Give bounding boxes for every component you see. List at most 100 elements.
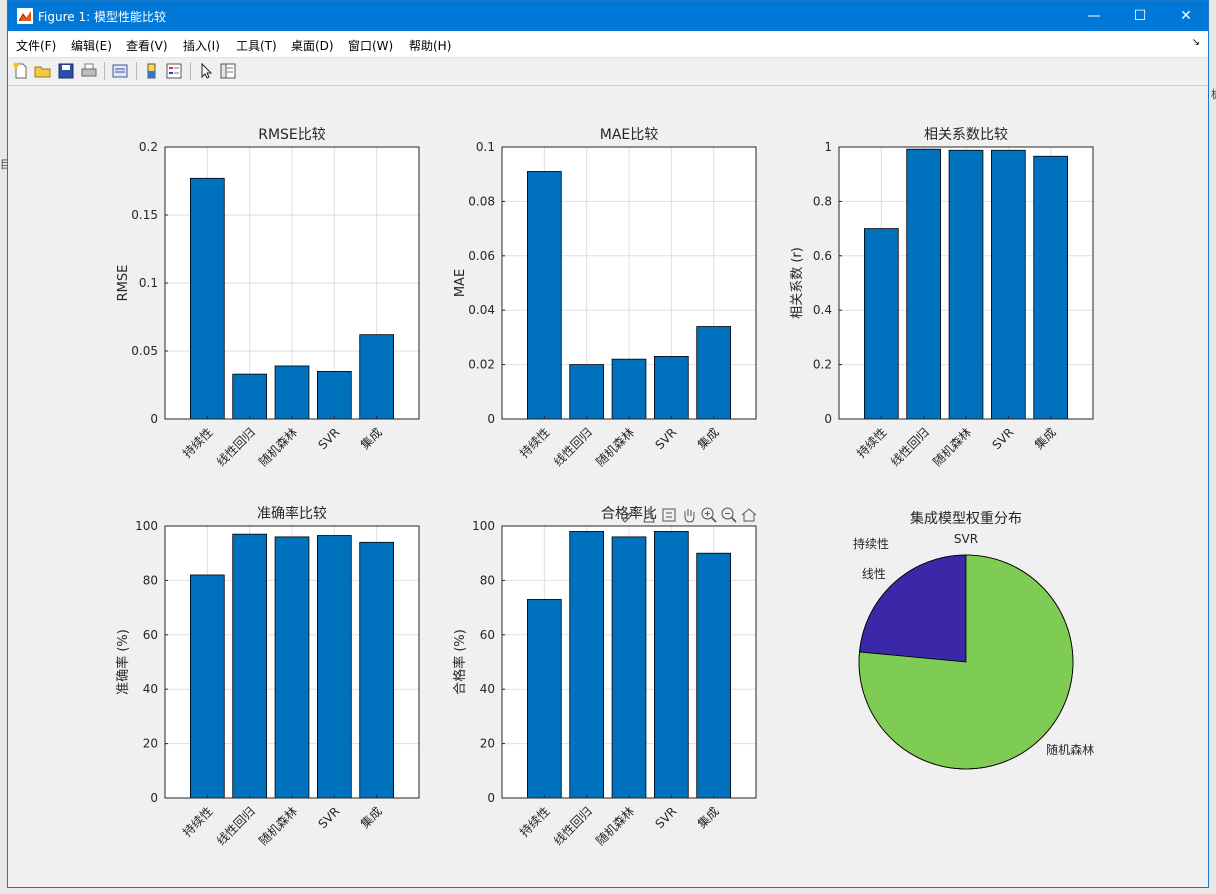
- bar-随机森林[interactable]: [948, 149, 984, 420]
- bar-持续性[interactable]: [189, 574, 225, 799]
- bar-随机森林[interactable]: [611, 358, 647, 420]
- x-tick-label: 随机森林: [256, 425, 301, 470]
- x-tick-label: SVR: [989, 425, 1016, 452]
- bar-SVR[interactable]: [991, 149, 1026, 420]
- figure-toolbar: [8, 58, 1208, 86]
- data-tips-icon[interactable]: [640, 506, 658, 524]
- menu-insert[interactable]: 插入(I): [183, 39, 220, 53]
- bar-线性回归[interactable]: [232, 373, 268, 420]
- bar-SVR[interactable]: [654, 356, 689, 420]
- bar-持续性[interactable]: [527, 599, 562, 799]
- chart-title: MAE比较: [600, 127, 659, 143]
- chart-title: 相关系数比较: [924, 127, 1008, 143]
- legend-icon[interactable]: [164, 61, 184, 81]
- pie-label: 随机森林: [1046, 742, 1094, 757]
- x-tick-label: 线性回归: [214, 425, 258, 469]
- print-icon[interactable]: [79, 61, 99, 81]
- desktop-edge-left: 目: [0, 158, 11, 171]
- chart-title: RMSE比较: [258, 127, 326, 143]
- bar-SVR[interactable]: [316, 535, 352, 799]
- bar-随机森林[interactable]: [611, 536, 647, 799]
- minimize-button[interactable]: —: [1087, 8, 1101, 24]
- toolbar-separator: [104, 62, 105, 80]
- bar-持续性[interactable]: [189, 177, 225, 420]
- x-tick-label: 集成: [357, 425, 385, 453]
- y-tick-label: 0.15: [131, 208, 158, 222]
- bar-线性回归[interactable]: [232, 533, 268, 799]
- restore-view-icon[interactable]: [660, 506, 678, 524]
- y-tick-label: 20: [480, 737, 495, 751]
- bar-线性回归[interactable]: [569, 364, 605, 420]
- property-inspector-icon[interactable]: [218, 61, 238, 81]
- matlab-figure-icon: [17, 8, 33, 24]
- bar-SVR[interactable]: [654, 531, 689, 799]
- menu-tools[interactable]: 工具(T): [236, 39, 277, 53]
- menu-desktop[interactable]: 桌面(D): [291, 39, 334, 53]
- bar-集成[interactable]: [1033, 155, 1068, 420]
- title-bar[interactable]: Figure 1: 模型性能比较 — ☐ ✕: [8, 1, 1208, 31]
- menu-view[interactable]: 查看(V): [126, 39, 168, 53]
- home-icon[interactable]: [740, 506, 758, 524]
- pie-label: 持续性: [853, 536, 889, 551]
- close-button[interactable]: ✕: [1180, 8, 1192, 24]
- bar-SVR[interactable]: [316, 370, 352, 420]
- bar-线性回归[interactable]: [906, 148, 942, 420]
- brush-icon[interactable]: [620, 506, 638, 524]
- bar-随机森林[interactable]: [274, 365, 310, 420]
- colorbar-icon[interactable]: [142, 61, 162, 81]
- y-tick-label: 0.05: [131, 344, 158, 358]
- y-tick-label: 0.4: [813, 303, 832, 317]
- menu-file[interactable]: 文件(F): [16, 39, 57, 53]
- x-tick-label: 集成: [357, 804, 385, 832]
- pie-outline: [858, 554, 1074, 770]
- x-tick-label: 随机森林: [930, 425, 975, 470]
- y-tick-label: 60: [143, 628, 158, 642]
- desktop-edge-right: 板: [1211, 86, 1216, 102]
- x-tick-label: SVR: [315, 425, 342, 452]
- window-title: Figure 1: 模型性能比较: [38, 10, 166, 24]
- y-tick-label: 0: [487, 791, 495, 805]
- x-tick-label: SVR: [652, 804, 679, 831]
- maximize-button[interactable]: ☐: [1133, 8, 1147, 24]
- menu-help[interactable]: 帮助(H): [409, 39, 452, 53]
- chart-title: 准确率比较: [257, 505, 327, 522]
- x-tick-label: 集成: [694, 804, 722, 832]
- y-tick-label: 0.2: [813, 358, 832, 372]
- y-tick-label: 0.04: [468, 303, 495, 317]
- bar-集成[interactable]: [696, 326, 732, 420]
- new-figure-icon[interactable]: [11, 61, 31, 81]
- y-tick-label: 0.02: [468, 358, 495, 372]
- bar-集成[interactable]: [359, 541, 395, 799]
- x-tick-label: 线性回归: [214, 804, 258, 848]
- pan-icon[interactable]: [680, 506, 698, 524]
- bar-持续性[interactable]: [864, 228, 899, 420]
- y-tick-label: 0: [150, 412, 158, 426]
- figure-window: Figure 1: 模型性能比较 — ☐ ✕ 文件(F) 编辑(E) 查看(V)…: [7, 0, 1209, 888]
- toolbar-separator: [136, 62, 137, 80]
- y-tick-label: 60: [480, 628, 495, 642]
- print-preview-icon[interactable]: [110, 61, 130, 81]
- dock-figure-icon[interactable]: ↘: [1191, 37, 1200, 48]
- bar-随机森林[interactable]: [274, 536, 310, 799]
- pointer-icon[interactable]: [196, 61, 216, 81]
- y-axis-label: 合格率 (%): [452, 629, 468, 695]
- y-tick-label: 1: [824, 140, 832, 154]
- x-tick-label: 持续性: [179, 804, 215, 840]
- y-axis-label: 相关系数 (r): [790, 247, 805, 319]
- open-file-icon[interactable]: [33, 61, 53, 81]
- bar-线性回归[interactable]: [569, 531, 605, 799]
- bar-集成[interactable]: [696, 552, 732, 799]
- y-tick-label: 0.08: [468, 194, 495, 208]
- zoom-in-icon[interactable]: [700, 506, 718, 524]
- x-tick-label: 持续性: [516, 804, 552, 840]
- save-icon[interactable]: [56, 61, 76, 81]
- bar-持续性[interactable]: [527, 171, 562, 420]
- x-tick-label: 持续性: [179, 425, 215, 461]
- zoom-out-icon[interactable]: [720, 506, 738, 524]
- menu-window[interactable]: 窗口(W): [348, 39, 394, 53]
- menu-edit[interactable]: 编辑(E): [71, 39, 112, 53]
- bar-集成[interactable]: [359, 334, 395, 420]
